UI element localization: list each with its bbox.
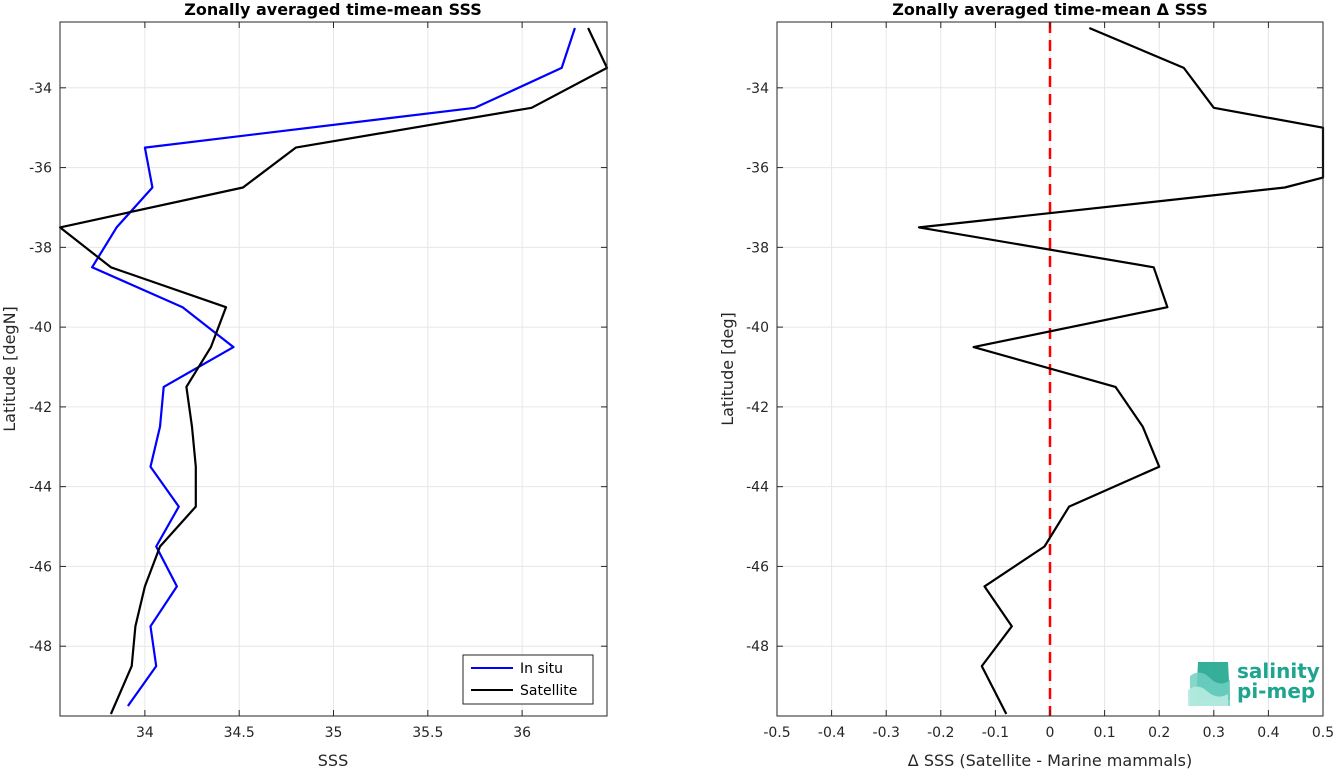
x-tick-label: 0.3 [1203, 725, 1225, 741]
series-lines [58, 27, 609, 715]
wave-logo-icon [1188, 662, 1230, 706]
y-tick-label: -34 [746, 81, 769, 97]
y-tick-label: -40 [746, 320, 769, 336]
x-tick-label: 36 [513, 725, 531, 741]
x-tick-label: 35.5 [412, 725, 443, 741]
x-tick-label: 35 [325, 725, 343, 741]
y-tick-label: -44 [29, 480, 52, 496]
y-tick-label: -46 [29, 559, 52, 575]
x-tick-label: 0.4 [1257, 725, 1279, 741]
legend-label-in-situ: In situ [520, 661, 563, 677]
x-axis-label: Δ SSS (Satellite - Marine mammals) [908, 751, 1192, 769]
salinity-pi-mep-logo: salinity pi-mep [1188, 659, 1320, 706]
logo-text-line1: salinity [1237, 659, 1320, 683]
y-tick-label: -42 [746, 400, 769, 416]
x-tick-label: 34 [136, 725, 154, 741]
delta-sss-panel: -0.5 -0.4 -0.3 -0.2 -0.1 0 0.1 0.2 0.3 0.4 0.5 -48 -… [718, 0, 1334, 769]
legend-label-satellite: Satellite [520, 683, 577, 699]
y-tick-label: -38 [29, 240, 52, 256]
y-tick-label: -36 [29, 161, 52, 177]
x-tick-label: -0.2 [927, 725, 954, 741]
y-tick-label: -34 [29, 81, 52, 97]
x-tick-label: -0.3 [873, 725, 900, 741]
y-tick-label: -48 [746, 639, 769, 655]
x-tick-label: -0.4 [818, 725, 845, 741]
legend-box [462, 654, 594, 705]
chart-title: Zonally averaged time-mean SSS [184, 0, 482, 19]
x-axis-label: SSS [318, 751, 348, 769]
x-tick-label: 0 [1046, 725, 1055, 741]
logo-text-line2: pi-mep [1237, 679, 1315, 703]
chart-title: Zonally averaged time-mean Δ SSS [892, 0, 1208, 19]
x-tick-label: 34.5 [224, 725, 255, 741]
y-tick-label: -48 [29, 639, 52, 655]
x-tick-label: 0.1 [1093, 725, 1115, 741]
y-tick-label: -42 [29, 400, 52, 416]
y-tick-label: -40 [29, 320, 52, 336]
y-tick-label: -38 [746, 240, 769, 256]
y-axis-label: Latitude [deg] [718, 312, 737, 426]
x-tick-label: 0.2 [1148, 725, 1170, 741]
legend: In situ Satellite [462, 654, 594, 705]
y-tick-label: -46 [746, 559, 769, 575]
series-line-satellite [58, 27, 609, 715]
y-tick-label: -36 [746, 161, 769, 177]
y-axis-label: Latitude [degN] [0, 306, 19, 432]
x-tick-label: -0.1 [982, 725, 1009, 741]
axis-ticks: -0.5 -0.4 -0.3 -0.2 -0.1 0 0.1 0.2 0.3 0.4 0.5 -48 -… [746, 22, 1334, 741]
x-tick-label: -0.5 [763, 725, 790, 741]
grid-lines [60, 22, 607, 716]
y-tick-label: -44 [746, 480, 769, 496]
x-tick-label: 0.5 [1312, 725, 1334, 741]
sss-panel: 34 34.5 35 35.5 36 -48 -46 -44 -42 -40 -38 -36 -34 Z… [0, 0, 609, 769]
axis-ticks: 34 34.5 35 35.5 36 -48 -46 -44 -42 -40 -38 -36 -34 [29, 22, 607, 741]
